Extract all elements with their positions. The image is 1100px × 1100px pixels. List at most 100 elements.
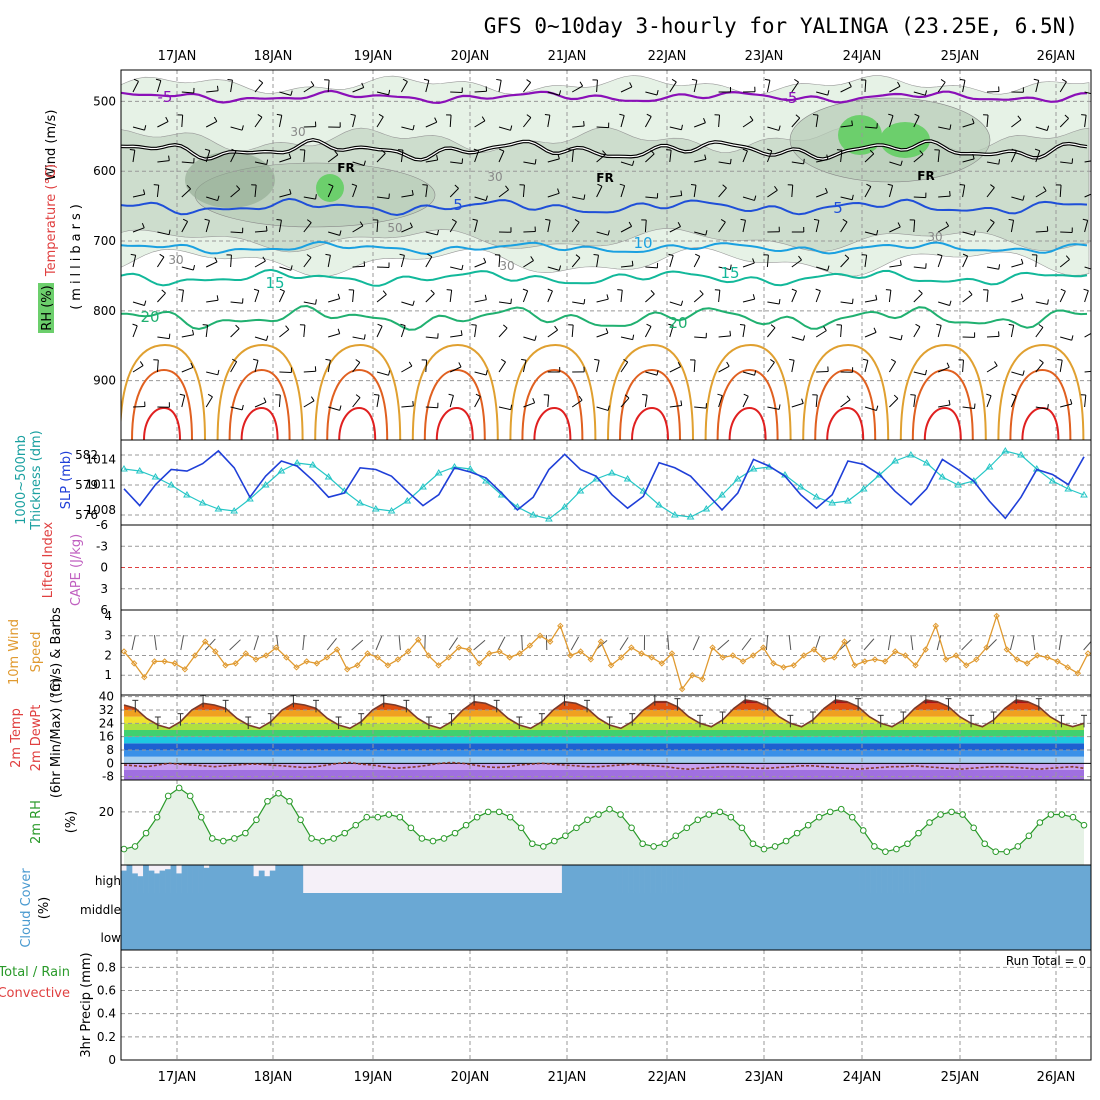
wind-barb xyxy=(230,231,243,234)
wind-barb-flag xyxy=(791,288,797,292)
wind-barb xyxy=(327,255,331,268)
wind-barb-flag xyxy=(632,334,635,340)
wind-barb xyxy=(742,298,755,303)
cloud-high-bar xyxy=(170,865,177,893)
wind10-marker xyxy=(820,656,828,663)
wind-barb-flag xyxy=(315,299,317,305)
wind-barb xyxy=(474,299,487,303)
wind-barb xyxy=(571,221,580,233)
thickness-marker xyxy=(419,483,427,490)
wind-barb xyxy=(352,87,364,93)
lifted-tick: -6 xyxy=(96,518,108,532)
precip-tick: 0.6 xyxy=(97,984,116,998)
temp-contour-loop xyxy=(826,406,865,440)
precip-panel: 0.8 0.6 0.4 0.2 0 Run Total = 0 xyxy=(97,949,1092,1067)
cloud-high-bar xyxy=(859,865,866,893)
wind-barb xyxy=(620,86,633,93)
wind10-marker xyxy=(577,648,584,655)
wind-barb-flag xyxy=(722,184,727,189)
wind-barb-flag xyxy=(754,195,757,201)
wind-barb xyxy=(1084,115,1087,128)
wind-barb xyxy=(328,333,340,338)
wind-barb xyxy=(766,254,769,268)
cloud-high-bar xyxy=(633,865,640,893)
wind-barb xyxy=(181,221,189,233)
wind-barb-flag xyxy=(959,183,965,186)
rh2m-marker xyxy=(904,840,911,848)
wind10-marker xyxy=(374,654,381,661)
wind-barb xyxy=(718,395,723,408)
wind-barb xyxy=(620,265,633,268)
wind-barb xyxy=(767,301,780,305)
wind-barb xyxy=(571,257,581,268)
wind-barb xyxy=(498,80,502,93)
precip-axis: 0.8 0.6 0.4 0.2 0 xyxy=(97,960,116,1067)
wind-barb xyxy=(888,115,894,128)
wind-barb-flag xyxy=(887,183,893,186)
wind10-marker xyxy=(963,662,970,669)
wind-barb-flag xyxy=(875,405,879,411)
wind-barb-flag xyxy=(510,298,512,304)
wind-barb xyxy=(1084,220,1089,233)
wind-barb xyxy=(181,290,184,303)
ylabel-wind10: 10m Wind xyxy=(7,619,22,685)
wind-barb xyxy=(303,222,312,233)
temp-band xyxy=(124,730,1084,737)
wind-barb xyxy=(572,301,585,305)
date-label-top: 25JAN xyxy=(941,49,980,64)
wind-barb-flag xyxy=(423,78,429,81)
wind-barb xyxy=(522,360,527,373)
thickness-marker xyxy=(1064,485,1073,492)
thickness-marker xyxy=(135,467,144,474)
wind-barb-flag xyxy=(795,114,801,119)
wind10-axis: 4 3 2 1 xyxy=(104,609,112,682)
wind-barb-flag xyxy=(717,393,723,397)
wind-barb xyxy=(157,231,170,236)
thickness-marker xyxy=(214,505,223,512)
wind-barb xyxy=(205,150,211,163)
temp-contour-loop xyxy=(143,406,181,440)
cloud-high-bar xyxy=(980,865,987,893)
wind-barb xyxy=(596,332,609,338)
wind-barb-flag xyxy=(337,328,341,334)
wind-barb-flag xyxy=(265,225,268,232)
wind-barb xyxy=(352,265,365,268)
wind-barb xyxy=(328,406,340,411)
wind10-marker xyxy=(800,652,808,659)
rh2m-marker xyxy=(970,824,977,832)
wind-barb xyxy=(254,360,259,373)
cloud-high-bar xyxy=(132,873,138,893)
wind-barb xyxy=(352,397,361,408)
wind10-marker xyxy=(1074,670,1082,677)
wind-barb xyxy=(1084,266,1091,270)
ylabel-temp2m: 2m Temp xyxy=(9,708,24,768)
rh2m-area xyxy=(124,788,1084,865)
cloud-high-bar xyxy=(903,865,910,893)
wind-barb xyxy=(693,185,697,198)
freezing-label: FR xyxy=(596,171,613,185)
wind-barb-flag xyxy=(1008,218,1014,221)
cloud-bars xyxy=(121,865,1092,950)
wind-barb xyxy=(205,325,209,338)
slp-tick: 1011 xyxy=(85,478,116,492)
wind10-marker xyxy=(445,654,452,661)
cloud-high-bar xyxy=(1041,865,1048,893)
wind-barb xyxy=(913,91,926,96)
temp-band xyxy=(124,756,1084,764)
wind-barb xyxy=(840,399,851,408)
wind-barb-flag xyxy=(1093,188,1095,193)
cloud-middle-low xyxy=(121,893,1091,950)
wind-barb xyxy=(620,225,632,233)
rh2m-line xyxy=(121,784,1088,865)
wind10-marker xyxy=(973,656,980,663)
wind-barb xyxy=(498,327,508,338)
wind-barb-flag xyxy=(139,361,144,366)
date-label-bottom: 23JAN xyxy=(745,1070,784,1085)
wind-barb-flag xyxy=(936,323,942,326)
wind-barb-flag xyxy=(752,258,755,264)
temp2m-tick: 16 xyxy=(99,730,114,744)
date-label-bottom: 26JAN xyxy=(1037,1070,1076,1085)
wind10-marker xyxy=(628,644,635,651)
cloud-high-bar xyxy=(837,865,844,893)
cloud-high-bar xyxy=(628,865,634,893)
